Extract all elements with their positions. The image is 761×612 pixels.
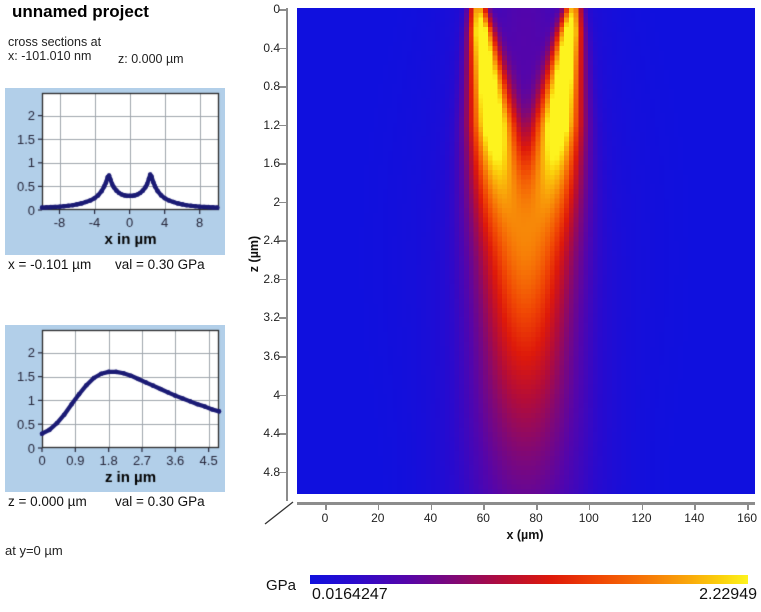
z-axis-tick-label: 0.8 — [263, 79, 280, 94]
z-axis-tick — [279, 394, 287, 397]
z-axis-tick — [279, 317, 287, 319]
colorbar-max-label: 2.22949 — [699, 586, 757, 603]
z-axis-tick-label: 3.6 — [263, 349, 280, 364]
cursor-z-position-readout: z = 0.000 µm — [8, 494, 87, 509]
z-axis-tick-label: 4 — [273, 387, 280, 402]
cursor-x-position-readout: x = -0.101 µm — [8, 257, 92, 272]
z-axis-tick — [279, 471, 287, 474]
x-axis-tick-label: 20 — [371, 511, 385, 525]
z-axis-tick-label: 4.4 — [263, 426, 280, 441]
cursor-x-value-readout: val = 0.30 GPa — [115, 257, 205, 272]
z-axis-tick — [279, 163, 287, 165]
colorbar-unit-label: GPa — [266, 577, 297, 594]
x-axis-tick-label: 0 — [321, 511, 329, 525]
z-axis-tick — [279, 47, 287, 50]
z-axis-tick-label: 3.2 — [263, 310, 280, 325]
cross-section-x-plot[interactable] — [5, 88, 225, 255]
x-axis-line — [297, 502, 755, 505]
colorbar-gradient — [310, 575, 748, 584]
z-axis-tick — [279, 201, 287, 204]
z-axis-tick-label: 2.4 — [263, 233, 280, 248]
z-axis-tick-label: 2.8 — [263, 271, 280, 286]
x-axis-tick-label: 60 — [476, 511, 490, 525]
cross-section-z-coordinate: z: 0.000 µm — [118, 52, 184, 66]
x-axis-tick — [588, 504, 591, 510]
cross-section-x-panel — [5, 88, 225, 255]
z-axis-tick-label: 2 — [273, 194, 280, 209]
z-axis-tick-label: 1.2 — [263, 117, 280, 132]
x-axis-tick — [430, 504, 433, 510]
cross-section-z-plot[interactable] — [5, 325, 225, 492]
window-title: unnamed project — [12, 2, 149, 21]
z-axis-tick-label: 0 — [273, 2, 280, 16]
z-axis-tick-label: 1.6 — [263, 156, 280, 171]
x-axis-tick-label: 140 — [684, 511, 705, 525]
x-axis-tick-label: 160 — [737, 511, 758, 525]
cursor-z-value-readout: val = 0.30 GPa — [115, 494, 205, 509]
cross-section-heading: cross sections at — [8, 35, 102, 49]
z-axis-tick — [279, 356, 287, 358]
stress-heatmap[interactable] — [297, 8, 755, 494]
z-axis-line — [286, 8, 288, 501]
x-axis-tick — [377, 504, 380, 510]
x-axis-tick-label: 120 — [631, 511, 652, 525]
x-axis-tick-label: 80 — [529, 511, 543, 525]
y-plane-note: at y=0 µm — [5, 543, 63, 558]
cross-section-x-coordinate: x: -101.010 nm — [8, 49, 92, 63]
z-axis-tick — [279, 86, 287, 88]
x-axis-label: x (µm) — [506, 528, 544, 542]
z-axis-tick — [279, 9, 287, 11]
z-axis-tick-label: 0.4 — [263, 40, 280, 55]
z-axis-tick — [279, 124, 287, 127]
x-axis-tick — [694, 504, 696, 510]
x-axis-tick — [483, 504, 485, 510]
z-axis-tick — [279, 278, 287, 281]
x-axis-tick-label: 40 — [423, 511, 438, 525]
x-axis-tick — [641, 504, 644, 510]
z-axis-tick — [279, 240, 287, 242]
x-axis-tick — [747, 504, 749, 510]
colorbar-min-label: 0.0164247 — [312, 586, 388, 603]
axis-break-line — [264, 501, 294, 525]
cross-section-z-panel — [5, 325, 225, 492]
x-axis-tick — [536, 504, 538, 510]
x-axis-tick-label: 100 — [578, 511, 599, 525]
z-axis-tick — [279, 433, 287, 435]
x-axis-tick — [325, 504, 327, 510]
z-axis-tick-label: 4.8 — [263, 464, 280, 479]
